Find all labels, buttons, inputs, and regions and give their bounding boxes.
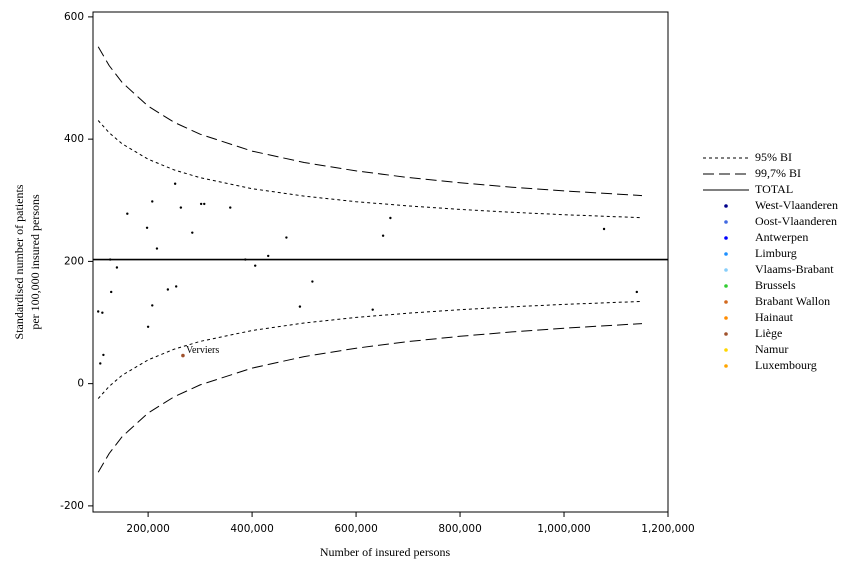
legend-swatch [724, 268, 728, 272]
point [146, 325, 150, 328]
legend-label: Namur [755, 342, 788, 356]
x-tick-label: 1,200,000 [641, 523, 694, 535]
legend-label: 99,7% BI [755, 166, 801, 180]
point [151, 304, 154, 307]
legend-label: Brabant Wallon [755, 294, 830, 308]
y-axis-label-line: Standardised number of patients [12, 184, 26, 339]
legend-label: Antwerpen [755, 230, 808, 244]
plot-area [93, 46, 668, 473]
x-axis-label: Number of insured persons [320, 545, 451, 559]
point [109, 290, 113, 294]
y-tick-label: 400 [64, 133, 84, 145]
legend-label: 95% BI [755, 150, 792, 164]
y-tick-label: -200 [60, 500, 84, 512]
point [229, 206, 232, 209]
y-tick-label: 0 [77, 378, 84, 390]
limit-line [97, 120, 643, 219]
legend-swatch [724, 316, 728, 320]
point [99, 362, 102, 365]
point [108, 258, 112, 261]
legend-swatch [724, 332, 728, 336]
legend-swatch [724, 220, 728, 224]
point [285, 236, 288, 239]
x-tick-label: 600,000 [334, 523, 377, 535]
point [381, 234, 385, 237]
point [115, 266, 119, 269]
point [126, 212, 129, 215]
point [96, 310, 100, 313]
legend-swatch [724, 252, 728, 256]
point [191, 231, 194, 234]
point [635, 290, 639, 294]
point [311, 280, 314, 283]
point [181, 353, 185, 358]
point [371, 308, 374, 311]
legend-label: West-Vlaanderen [755, 198, 838, 212]
point [602, 227, 606, 231]
x-tick-label: 1,000,000 [537, 523, 590, 535]
legend-label: Limburg [755, 246, 797, 260]
point [179, 206, 183, 209]
legend-label: TOTAL [755, 182, 793, 196]
legend-swatch [724, 364, 728, 368]
legend-label: Hainaut [755, 310, 794, 324]
limit-line [97, 300, 643, 399]
point [389, 216, 392, 220]
point [203, 202, 206, 206]
y-axis-label: Standardised number of patients per 100,… [12, 184, 42, 339]
legend-swatch [724, 236, 728, 240]
point [151, 200, 154, 203]
x-tick-label: 200,000 [126, 523, 169, 535]
point [254, 264, 257, 267]
point [166, 288, 170, 291]
point [155, 247, 159, 250]
legend-label: Liège [755, 326, 782, 340]
legend-swatch [724, 284, 728, 288]
point-label: Verviers [186, 345, 219, 356]
x-tick-label: 800,000 [438, 523, 481, 535]
legend-swatch [724, 204, 728, 208]
point [199, 202, 203, 206]
legend-swatch [724, 348, 728, 352]
y-tick-label: 200 [64, 255, 84, 267]
point [174, 285, 178, 288]
limit-line [97, 46, 643, 197]
x-tick-label: 400,000 [230, 523, 273, 535]
legend-label: Oost-Vlaanderen [755, 214, 837, 228]
point [173, 182, 177, 185]
legend-label: Luxembourg [755, 358, 817, 372]
y-tick-label: 600 [64, 11, 84, 23]
point [244, 258, 247, 261]
legend-label: Brussels [755, 278, 796, 292]
limit-line [97, 323, 643, 473]
point [267, 254, 270, 258]
point [102, 353, 105, 357]
point [298, 305, 302, 308]
legend-swatch [724, 300, 728, 304]
point [101, 311, 104, 314]
plot-frame [92, 11, 669, 513]
y-axis-label-line: per 100,000 insured persons [28, 194, 42, 330]
legend-label: Vlaams-Brabant [755, 262, 834, 276]
point [145, 226, 149, 229]
